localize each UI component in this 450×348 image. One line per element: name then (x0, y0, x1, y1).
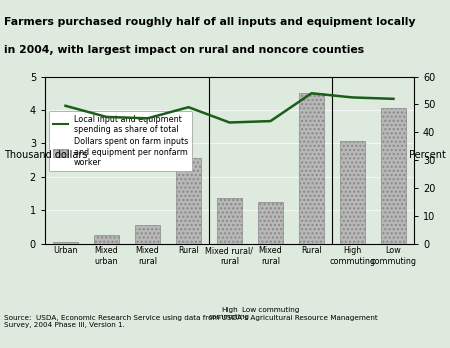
Text: Thousand dollars: Thousand dollars (4, 150, 88, 160)
Text: High
commuting: High commuting (209, 307, 250, 320)
Text: Percent: Percent (409, 150, 446, 160)
Bar (340, 141, 365, 244)
Bar (299, 93, 324, 244)
Text: Farmers purchased roughly half of all inputs and equipment locally: Farmers purchased roughly half of all in… (4, 17, 416, 27)
Bar (217, 198, 242, 244)
Text: Low commuting: Low commuting (242, 307, 299, 313)
Text: Source:  USDA, Economic Research Service using data from USDA’s Agricultural Res: Source: USDA, Economic Research Service … (4, 315, 378, 328)
Bar (258, 202, 283, 244)
Bar (381, 108, 406, 244)
Bar (94, 235, 119, 244)
Bar (176, 158, 201, 244)
Legend: Local input and equipment
spending as share of total, Dollars spent on farm inpu: Local input and equipment spending as sh… (49, 111, 192, 171)
Text: in 2004, with largest impact on rural and noncore counties: in 2004, with largest impact on rural an… (4, 45, 364, 55)
Bar (53, 242, 78, 244)
Bar (135, 224, 160, 244)
